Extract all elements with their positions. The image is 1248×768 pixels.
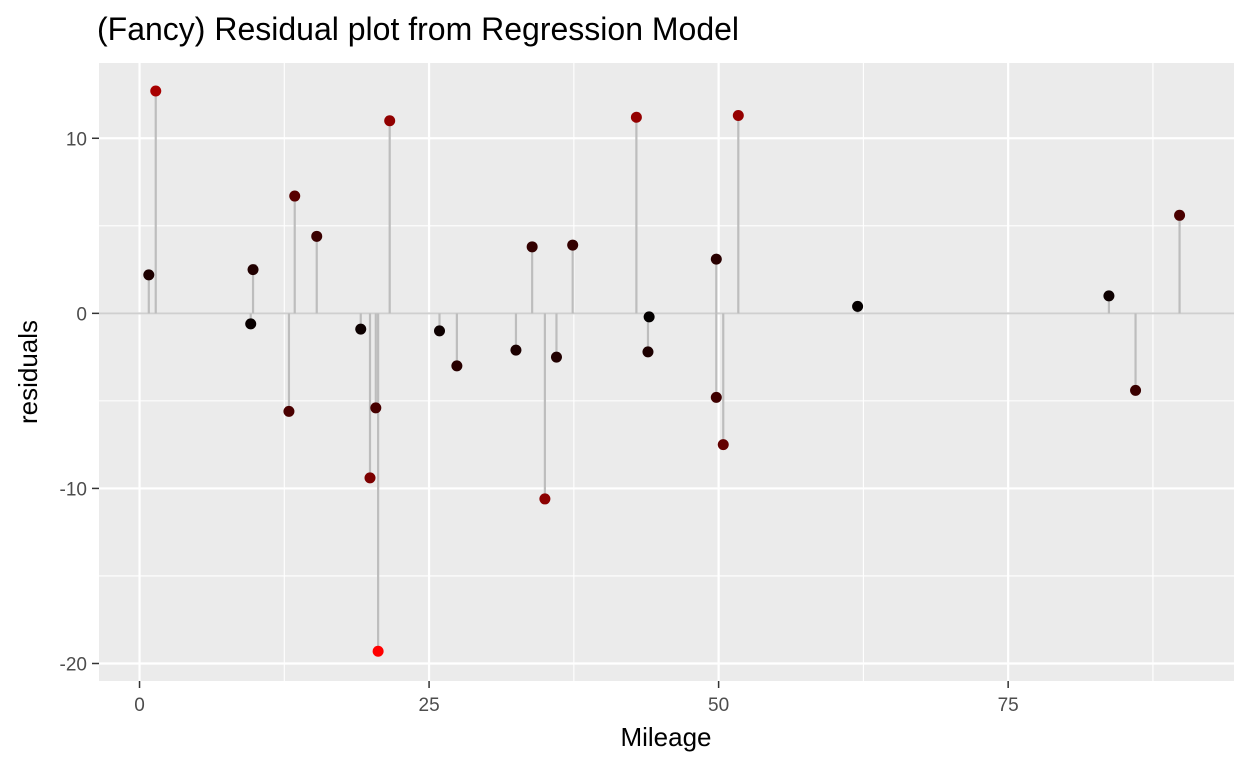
residual-point [550, 351, 562, 363]
residual-segments [147, 91, 1181, 652]
residual-point [1130, 384, 1142, 396]
residual-point [283, 405, 295, 417]
residual-point [451, 360, 463, 372]
residual-point [539, 493, 551, 505]
residual-points [143, 85, 1186, 657]
residual-point [643, 311, 655, 323]
residual-point [384, 115, 396, 127]
y-tick-label: -20 [60, 654, 87, 675]
x-axis: 0 25 50 75 [134, 681, 1019, 716]
chart-title: (Fancy) Residual plot from Regression Mo… [97, 11, 739, 47]
residual-point [245, 318, 257, 330]
residual-point [289, 190, 301, 202]
residual-point [311, 230, 323, 242]
x-axis-title: Mileage [620, 722, 711, 752]
residual-point [852, 300, 864, 312]
residual-point [355, 323, 367, 335]
residual-point [1103, 290, 1115, 302]
residual-point [710, 391, 722, 403]
plot-panel [99, 63, 1234, 681]
x-tick-label: 50 [708, 695, 729, 716]
residual-point [434, 325, 445, 337]
residual-point [370, 402, 382, 414]
y-tick-label: -10 [60, 479, 87, 500]
residual-point [526, 241, 538, 253]
residual-point [567, 239, 579, 251]
residual-point [510, 344, 522, 356]
residual-point [150, 85, 162, 97]
y-axis-title: residuals [13, 320, 43, 424]
y-tick-label: 0 [76, 304, 87, 325]
residual-point [1174, 209, 1186, 221]
residual-point [247, 264, 259, 276]
residual-point [143, 269, 155, 281]
residual-point [732, 110, 744, 122]
x-tick-label: 25 [419, 695, 440, 716]
residual-point [364, 472, 376, 484]
y-axis: -20 -10 0 10 [60, 129, 99, 675]
x-tick-label: 75 [998, 695, 1019, 716]
x-tick-label: 0 [134, 695, 145, 716]
residual-point [717, 439, 729, 451]
y-tick-label: 10 [66, 129, 87, 150]
residual-point [630, 111, 642, 123]
residual-point [372, 645, 384, 657]
residual-point [642, 346, 654, 358]
residual-point [710, 253, 722, 265]
